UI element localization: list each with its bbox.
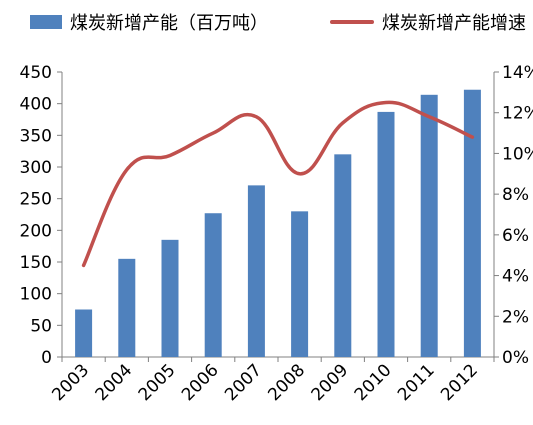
legend-swatch-bar <box>30 15 62 29</box>
bar-2003 <box>75 309 93 357</box>
bar-2007 <box>247 185 265 357</box>
right-axis-tick-label: 8% <box>502 185 529 205</box>
right-axis-tick-label: 14% <box>502 63 533 83</box>
chart-legend: 煤炭新增产能（百万吨） 煤炭新增产能增速 <box>30 8 530 38</box>
bar-2004 <box>118 258 136 357</box>
x-axis-tick-label: 2007 <box>221 360 266 405</box>
bar-2011 <box>420 94 438 358</box>
x-axis-tick-label: 2010 <box>351 360 396 405</box>
left-axis-tick-label: 50 <box>30 316 52 336</box>
left-axis-tick-label: 300 <box>20 158 52 178</box>
x-axis-tick-label: 2003 <box>48 360 93 405</box>
left-axis-tick-label: 150 <box>20 253 52 273</box>
left-axis-tick-label: 200 <box>20 221 52 241</box>
x-axis-tick-label: 2012 <box>437 360 482 405</box>
x-axis-tick-label: 2004 <box>92 360 137 405</box>
legend-label-bar-series: 煤炭新增产能（百万吨） <box>70 13 268 34</box>
left-axis-tick-label: 100 <box>20 285 52 305</box>
x-axis-tick-label: 2008 <box>264 360 309 405</box>
bar-2008 <box>291 211 309 357</box>
left-axis-tick-label: 0 <box>41 348 52 368</box>
x-axis-tick-label: 2006 <box>178 360 223 405</box>
bar-2005 <box>161 239 179 357</box>
growth-rate-line <box>81 100 475 268</box>
legend-item-bar-series: 煤炭新增产能（百万吨） <box>30 8 268 36</box>
bar-2010 <box>377 111 395 358</box>
right-axis-tick-label: 12% <box>502 104 533 124</box>
right-axis-tick-label: 6% <box>502 226 529 246</box>
right-axis-tick-label: 10% <box>502 144 533 164</box>
bar-2006 <box>204 213 222 357</box>
bar-2009 <box>334 154 352 357</box>
x-axis-tick-label: 2009 <box>308 360 353 405</box>
legend-item-line-series: 煤炭新增产能增速 <box>330 8 526 36</box>
left-axis-tick-label: 350 <box>20 126 52 146</box>
x-axis-tick-label: 2011 <box>394 360 439 405</box>
legend-label-line-series: 煤炭新增产能增速 <box>382 13 526 34</box>
left-axis-tick-label: 250 <box>20 190 52 210</box>
legend-swatch-line <box>330 20 374 24</box>
left-axis-tick-label: 400 <box>20 95 52 115</box>
right-axis-tick-label: 2% <box>502 307 529 327</box>
x-axis-tick-label: 2005 <box>135 360 180 405</box>
left-axis-tick-label: 450 <box>20 63 52 83</box>
right-axis-tick-label: 4% <box>502 267 529 287</box>
bar-2012 <box>463 89 481 357</box>
right-axis-tick-label: 0% <box>502 348 529 368</box>
